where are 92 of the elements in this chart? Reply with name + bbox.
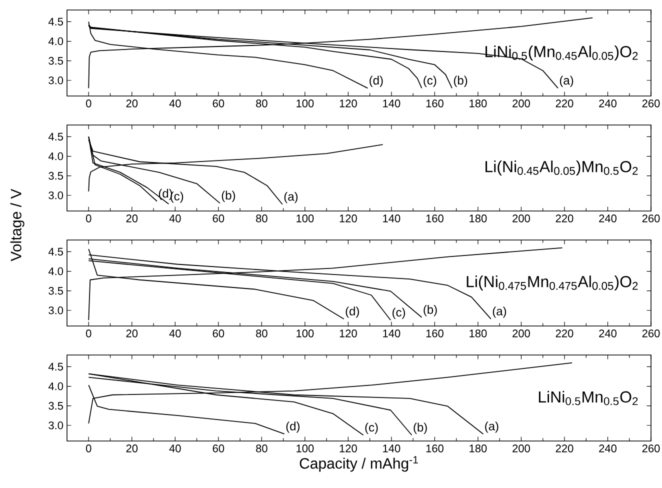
- y-tick-label: 4.5: [48, 248, 64, 256]
- x-tick-label: 20: [126, 214, 138, 222]
- y-tick-label: 3.5: [48, 56, 64, 65]
- annotation: (a): [284, 192, 298, 204]
- x-tick-label: 240: [599, 214, 616, 222]
- x-tick-label: 120: [340, 330, 357, 338]
- x-tick-label: 120: [340, 100, 357, 108]
- annotation: (c): [424, 76, 436, 87]
- annotation: (b): [424, 305, 437, 316]
- x-tick-label: 100: [296, 444, 314, 452]
- x-tick-label: 260: [642, 444, 660, 452]
- x-tick-label: 40: [169, 444, 181, 452]
- x-tick-label: 200: [512, 330, 530, 338]
- y-tick-label: 4.5: [48, 362, 64, 371]
- y-tick-label: 4.0: [48, 382, 64, 390]
- x-tick-label: 80: [256, 214, 268, 222]
- x-tick-label: 80: [256, 100, 268, 108]
- x-tick-label: 200: [512, 444, 530, 452]
- y-tick-label: 3.5: [48, 402, 64, 410]
- y-tick-label: 4.5: [48, 132, 64, 141]
- annotation: (d): [286, 422, 300, 433]
- x-tick-label: 40: [169, 100, 181, 108]
- annotation: (d): [370, 76, 383, 87]
- y-tick-label: 4.0: [48, 37, 64, 46]
- x-tick-label: 100: [296, 330, 314, 338]
- annotation: (a): [560, 76, 574, 87]
- y-tick-label: 3.0: [48, 421, 64, 430]
- x-tick-label: 160: [426, 444, 444, 452]
- y-tick-label: 3.5: [48, 172, 64, 180]
- x-tick-label: 180: [470, 444, 487, 452]
- x-tick-label: 240: [599, 444, 616, 452]
- text: LiNi$_{0.5}$(Mn$_{0.45}$Al$_{0.05}$)O$_{2}$: [486, 46, 638, 60]
- y-tick-label: 4.5: [48, 18, 64, 26]
- x-tick-label: 200: [512, 214, 530, 222]
- x-tick-label: 100: [296, 100, 314, 108]
- annotation: (a): [492, 306, 506, 318]
- x-tick-label: 160: [426, 100, 444, 108]
- y-tick-label: 4.0: [48, 152, 64, 160]
- x-tick-label: 220: [556, 100, 574, 108]
- x-tick-label: 260: [642, 330, 660, 338]
- x-tick-label: 120: [340, 214, 357, 222]
- annotation: (b): [414, 422, 427, 434]
- annotation: (b): [454, 76, 468, 87]
- x-tick-label: 60: [212, 330, 224, 338]
- x-tick-label: 60: [212, 100, 224, 108]
- x-tick-label: 160: [426, 214, 444, 222]
- x-tick-label: 220: [556, 214, 574, 222]
- x-tick-label: 180: [470, 100, 487, 108]
- x-tick-label: 80: [256, 330, 268, 338]
- annotation: (a): [485, 422, 498, 433]
- text: Li(Ni$_{0.45}$Al$_{0.05}$)Mn$_{0.5}$O$_{2}$: [486, 160, 638, 176]
- x-axis-title: Capacity / mAhg$^{-1}$: [300, 456, 418, 472]
- x-tick-label: 20: [126, 330, 138, 338]
- x-tick-label: 40: [169, 214, 181, 222]
- x-tick-label: 180: [470, 214, 487, 222]
- y-axis-title: Voltage / V: [10, 188, 24, 262]
- x-tick-label: 140: [383, 100, 400, 108]
- x-tick-label: 200: [512, 100, 530, 108]
- x-tick-label: 40: [169, 330, 181, 338]
- y-tick-label: 3.0: [48, 76, 64, 84]
- x-tick-label: 0: [86, 214, 92, 222]
- annotation: (d): [346, 306, 359, 318]
- text: Li(Ni$_{0.475}$Mn$_{0.475}$Al$_{0.05}$)O$_{2}$: [466, 276, 638, 290]
- x-tick-label: 160: [426, 330, 444, 338]
- annotation: (b): [222, 190, 236, 202]
- annotation: (c): [365, 422, 378, 434]
- x-tick-label: 240: [599, 100, 616, 108]
- x-tick-label: 180: [470, 330, 487, 338]
- x-tick-label: 60: [212, 214, 224, 222]
- x-tick-label: 20: [126, 100, 138, 108]
- text: LiNi$_{0.5}$Mn$_{0.5}$O$_{2}$: [538, 390, 638, 406]
- x-tick-label: 0: [86, 444, 92, 452]
- x-tick-label: 100: [296, 214, 314, 222]
- x-tick-label: 80: [256, 444, 268, 452]
- x-tick-label: 220: [556, 330, 574, 338]
- x-tick-label: 20: [126, 444, 138, 452]
- x-tick-label: 240: [599, 330, 616, 338]
- x-tick-label: 260: [642, 214, 660, 222]
- y-tick-label: 3.0: [48, 306, 64, 314]
- x-tick-label: 140: [383, 330, 400, 338]
- y-tick-label: 3.5: [48, 286, 64, 295]
- x-tick-label: 0: [86, 330, 92, 338]
- x-tick-label: 140: [383, 444, 400, 452]
- x-tick-label: 60: [212, 444, 224, 452]
- x-tick-label: 0: [86, 100, 92, 108]
- x-tick-label: 140: [383, 214, 400, 222]
- x-tick-label: 120: [340, 444, 357, 452]
- y-tick-label: 3.0: [48, 191, 64, 200]
- y-tick-label: 4.0: [48, 267, 64, 276]
- x-tick-label: 260: [642, 100, 660, 108]
- x-tick-label: 220: [556, 444, 574, 452]
- annotation: (c): [392, 308, 406, 319]
